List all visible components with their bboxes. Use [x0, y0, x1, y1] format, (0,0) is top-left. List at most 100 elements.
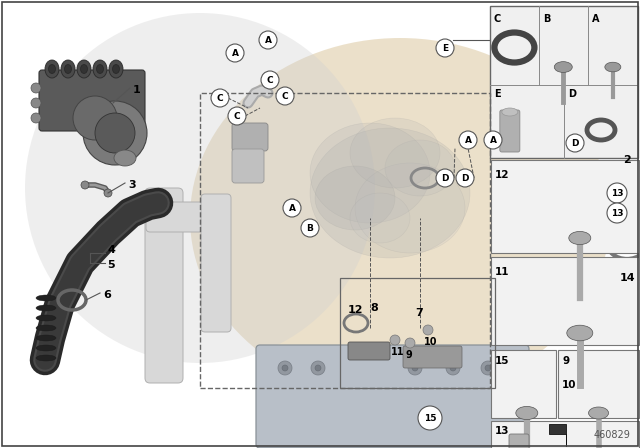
Bar — [200, 93, 490, 388]
Text: E: E — [494, 89, 500, 99]
Circle shape — [73, 96, 117, 140]
FancyBboxPatch shape — [201, 194, 231, 332]
Text: B: B — [543, 14, 550, 24]
Circle shape — [607, 183, 627, 203]
Text: C: C — [234, 112, 240, 121]
Text: 9: 9 — [562, 356, 569, 366]
Ellipse shape — [36, 305, 56, 311]
FancyBboxPatch shape — [146, 202, 219, 232]
Circle shape — [83, 101, 147, 165]
Text: 10: 10 — [424, 337, 438, 347]
Ellipse shape — [605, 62, 621, 72]
Text: 1: 1 — [133, 85, 141, 95]
FancyBboxPatch shape — [39, 70, 145, 131]
Ellipse shape — [77, 60, 91, 78]
Text: 5: 5 — [107, 260, 115, 270]
Circle shape — [261, 71, 279, 89]
Circle shape — [481, 361, 495, 375]
Circle shape — [282, 365, 288, 371]
Text: 9: 9 — [406, 350, 413, 360]
Circle shape — [390, 335, 400, 345]
Circle shape — [228, 107, 246, 125]
Ellipse shape — [36, 345, 56, 351]
FancyBboxPatch shape — [509, 434, 529, 448]
Bar — [558, 350, 639, 418]
Text: 12: 12 — [495, 170, 509, 180]
Circle shape — [95, 113, 135, 153]
Circle shape — [283, 199, 301, 217]
Circle shape — [456, 169, 474, 187]
FancyBboxPatch shape — [145, 188, 183, 383]
Text: 10: 10 — [562, 380, 577, 390]
Circle shape — [259, 31, 277, 49]
Bar — [490, 6, 638, 158]
Circle shape — [450, 365, 456, 371]
FancyBboxPatch shape — [403, 346, 462, 368]
Ellipse shape — [61, 60, 75, 78]
Circle shape — [31, 98, 41, 108]
Ellipse shape — [114, 150, 136, 166]
Text: A: A — [592, 14, 599, 24]
Bar — [635, 243, 640, 252]
Ellipse shape — [65, 65, 72, 73]
Text: 13: 13 — [495, 426, 509, 436]
Text: E: E — [442, 43, 448, 52]
Ellipse shape — [554, 62, 572, 73]
Circle shape — [31, 113, 41, 123]
Circle shape — [311, 361, 325, 375]
Circle shape — [31, 83, 41, 93]
Ellipse shape — [619, 182, 640, 214]
Circle shape — [276, 87, 294, 105]
Ellipse shape — [36, 295, 56, 301]
Ellipse shape — [36, 355, 56, 361]
Ellipse shape — [385, 140, 455, 196]
Text: 11: 11 — [391, 347, 404, 357]
Circle shape — [278, 361, 292, 375]
Bar — [585, 212, 597, 220]
FancyBboxPatch shape — [500, 110, 520, 152]
Circle shape — [405, 338, 415, 348]
Text: C: C — [267, 76, 273, 85]
Circle shape — [446, 361, 460, 375]
FancyBboxPatch shape — [232, 123, 268, 151]
Text: D: D — [441, 173, 449, 182]
Text: D: D — [568, 89, 576, 99]
Text: 12: 12 — [348, 305, 364, 315]
Text: B: B — [307, 224, 314, 233]
Text: C: C — [217, 94, 223, 103]
Ellipse shape — [589, 407, 609, 419]
Ellipse shape — [502, 132, 518, 144]
Text: 8: 8 — [370, 303, 378, 313]
Ellipse shape — [315, 166, 395, 230]
Text: A: A — [264, 35, 271, 44]
Text: C: C — [282, 91, 288, 100]
Ellipse shape — [49, 65, 56, 73]
Circle shape — [81, 181, 89, 189]
Circle shape — [566, 134, 584, 152]
Ellipse shape — [93, 60, 107, 78]
FancyBboxPatch shape — [348, 342, 390, 360]
Text: 3: 3 — [128, 180, 136, 190]
Text: A: A — [490, 135, 497, 145]
Circle shape — [408, 361, 422, 375]
Circle shape — [485, 365, 491, 371]
Text: 14: 14 — [620, 273, 636, 283]
Ellipse shape — [569, 232, 591, 245]
Bar — [491, 257, 639, 345]
Ellipse shape — [81, 65, 88, 73]
Text: A: A — [232, 48, 239, 57]
FancyBboxPatch shape — [232, 149, 264, 183]
Circle shape — [104, 189, 112, 197]
Circle shape — [436, 39, 454, 57]
Circle shape — [459, 131, 477, 149]
Text: 7: 7 — [415, 308, 423, 318]
Text: 4: 4 — [107, 245, 115, 255]
Ellipse shape — [45, 60, 59, 78]
Text: C: C — [494, 14, 501, 24]
Text: 15: 15 — [495, 356, 509, 366]
Ellipse shape — [350, 193, 410, 243]
Ellipse shape — [567, 325, 593, 341]
Circle shape — [436, 169, 454, 187]
Ellipse shape — [355, 163, 465, 253]
Ellipse shape — [36, 315, 56, 321]
